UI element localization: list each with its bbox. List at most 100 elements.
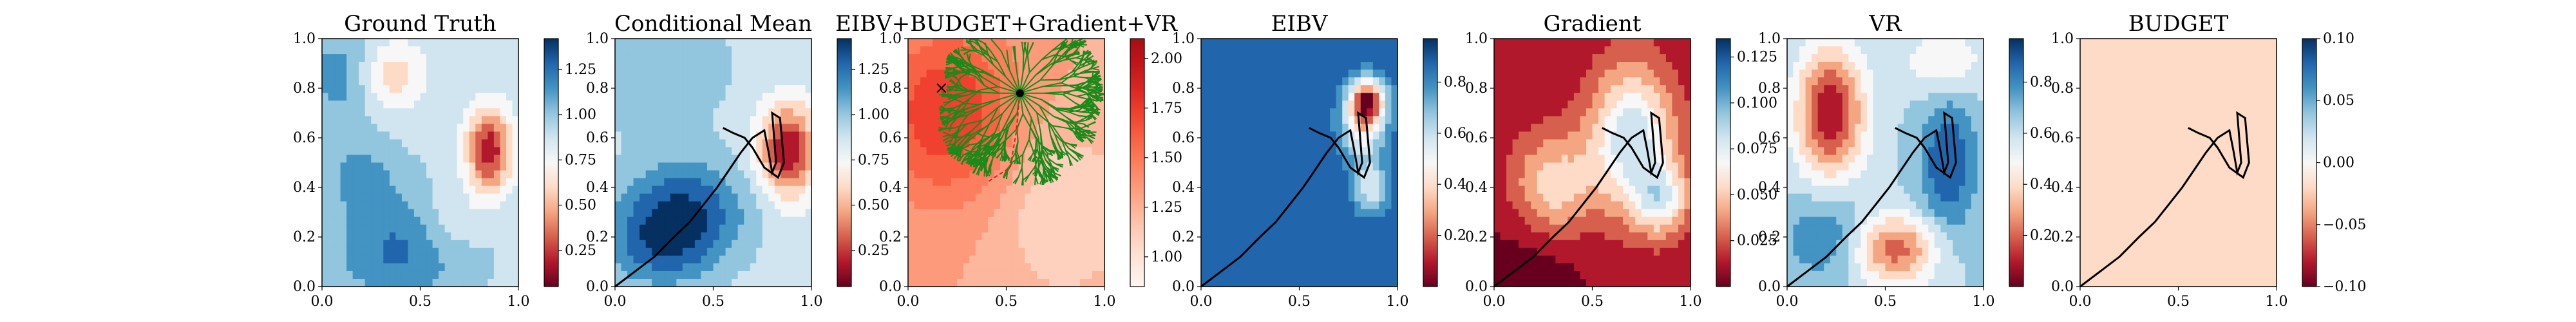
heatmap-cell [781, 216, 788, 225]
heatmap-cell [1280, 278, 1288, 287]
tree-branch [953, 111, 958, 119]
heatmap-cell [493, 116, 501, 124]
heatmap-cell [432, 124, 439, 132]
heatmap-cell [774, 278, 781, 287]
heatmap-cell [750, 240, 757, 249]
heatmap-cell [621, 216, 628, 225]
heatmap-cell [432, 178, 439, 187]
heatmap-cell [1049, 70, 1056, 78]
heatmap-cell [389, 70, 396, 78]
heatmap-cell [1318, 178, 1325, 187]
heatmap-cell [346, 247, 354, 256]
heatmap-cell [688, 209, 696, 218]
heatmap-cell [987, 185, 995, 194]
heatmap-cell [346, 93, 354, 101]
heatmap-cell [1098, 100, 1105, 109]
heatmap-cell [963, 162, 970, 171]
heatmap-cell [359, 54, 366, 62]
heatmap-cell [694, 77, 702, 86]
heatmap-cell [688, 93, 696, 101]
heatmap-cell [652, 232, 659, 241]
heatmap-cell [1213, 62, 1220, 70]
heatmap-cell [1231, 209, 1238, 218]
heatmap-cell [346, 278, 354, 287]
heatmap-cell [945, 263, 952, 272]
heatmap-cell [365, 77, 372, 86]
heatmap-cell [439, 178, 446, 187]
tree-branch [947, 93, 954, 96]
heatmap-cell [725, 124, 732, 132]
heatmap-cell [334, 62, 341, 70]
heatmap-cell [994, 93, 1001, 101]
heatmap-cell [1256, 162, 1263, 171]
heatmap-cell [413, 255, 421, 264]
heatmap-cell [744, 131, 751, 140]
heatmap-cell [506, 247, 513, 256]
heatmap-cell [639, 54, 647, 62]
heatmap-cell [688, 178, 696, 187]
heatmap-cell [1268, 77, 1275, 86]
heatmap-cell [401, 124, 409, 132]
heatmap-cell [969, 201, 976, 210]
heatmap-cell [371, 263, 378, 272]
heatmap-cell [451, 162, 458, 171]
heatmap-cell [994, 162, 1001, 171]
heatmap-cell [1025, 93, 1032, 101]
heatmap-cell [432, 39, 439, 47]
heatmap-cell [756, 70, 763, 78]
heatmap-cell [408, 124, 415, 132]
colorbar-tick-label: 0.25 [858, 243, 889, 259]
heatmap-cell [1330, 85, 1337, 93]
heatmap-cell [1244, 193, 1251, 202]
heatmap-cell [762, 54, 769, 62]
heatmap-cell [963, 209, 970, 218]
heatmap-cell [1318, 155, 1325, 164]
heatmap-cell [908, 270, 915, 279]
heatmap-cell [328, 209, 335, 218]
heatmap-cell [377, 124, 384, 132]
heatmap-cell [1226, 278, 1233, 287]
heatmap-cell [322, 124, 329, 132]
heatmap-cell [1318, 77, 1325, 86]
heatmap-cell [688, 193, 696, 202]
heatmap-cell [426, 100, 433, 109]
heatmap-cell [670, 147, 677, 156]
heatmap-cell [938, 178, 945, 187]
heatmap-cell [365, 139, 372, 148]
tree-branch [996, 153, 1001, 159]
heatmap-cell [615, 185, 622, 194]
heatmap-cell [365, 270, 372, 279]
heatmap-cell [340, 278, 347, 287]
heatmap-cell [506, 77, 513, 86]
heatmap-cell [670, 170, 677, 179]
tree-branch [1036, 167, 1043, 177]
heatmap-cell [975, 216, 982, 225]
heatmap-cell [1323, 255, 1331, 264]
heatmap-cell [506, 201, 513, 210]
heatmap-cell [1323, 162, 1331, 171]
heatmap-cell [1067, 278, 1074, 287]
heatmap-cell [933, 232, 940, 241]
heatmap-cell [914, 201, 921, 210]
heatmap-cell [951, 185, 958, 194]
heatmap-cell [951, 240, 958, 249]
heatmap-cell [1318, 93, 1325, 101]
heatmap-cell [615, 139, 622, 148]
heatmap-cell [463, 54, 470, 62]
heatmap-cell [334, 46, 341, 55]
heatmap-cell [334, 263, 341, 272]
heatmap-cell [1244, 62, 1251, 70]
tree-branch [1042, 167, 1045, 178]
heatmap-cell [1330, 255, 1337, 264]
heatmap-cell [658, 116, 665, 124]
heatmap-cell [682, 185, 689, 194]
heatmap-cell [359, 255, 366, 264]
heatmap-cell [975, 247, 982, 256]
tree-branch [968, 38, 972, 45]
heatmap-cell [1219, 70, 1226, 78]
heatmap-cell [1231, 70, 1238, 78]
heatmap-cell [793, 178, 800, 187]
heatmap-cell [383, 162, 390, 171]
heatmap-cell [981, 93, 989, 101]
heatmap-cell [1037, 278, 1044, 287]
